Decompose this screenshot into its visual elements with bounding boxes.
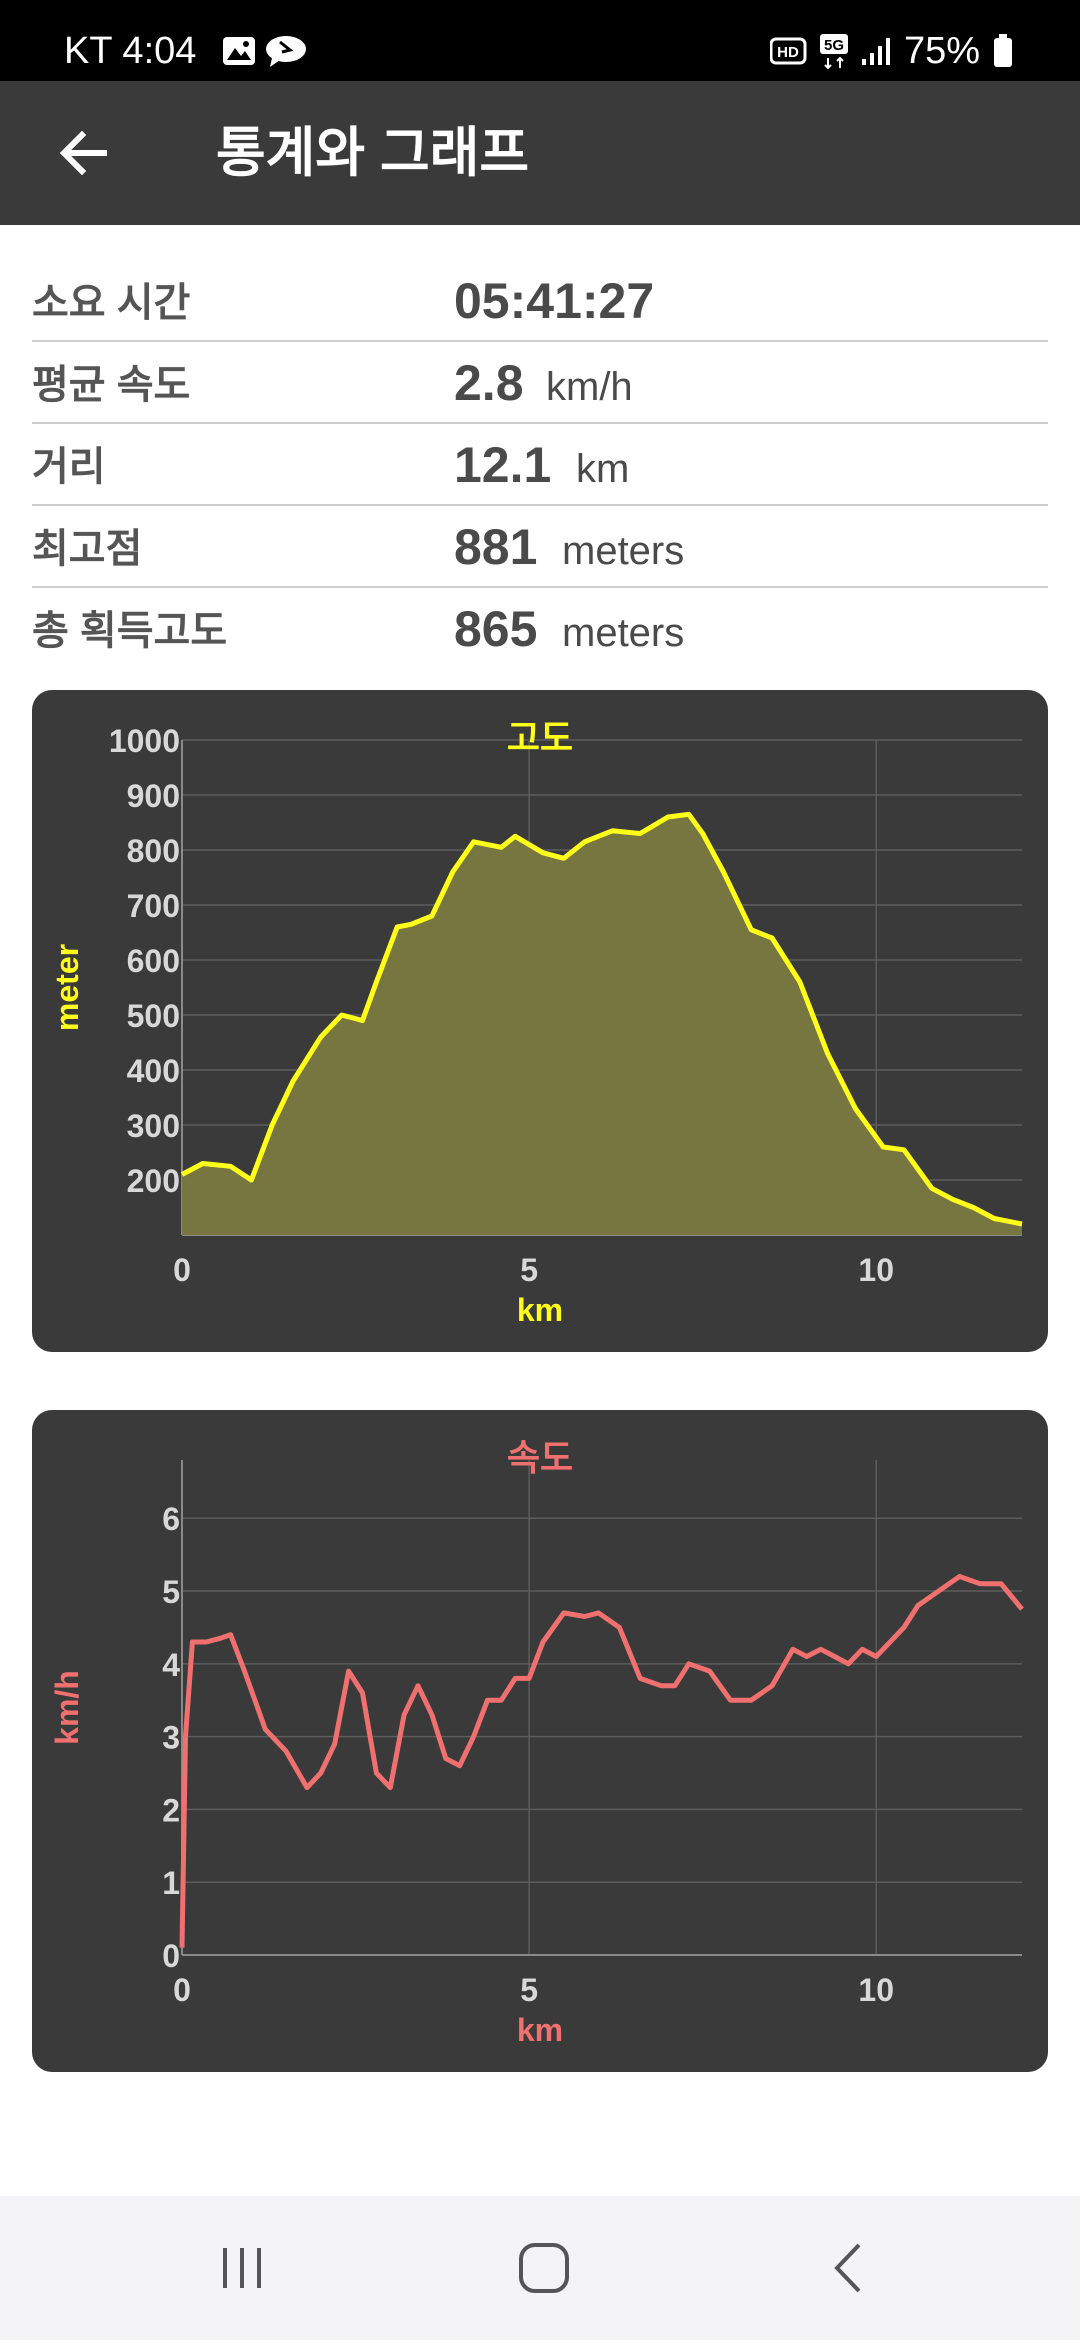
y-tick-label: 4 <box>162 1647 180 1683</box>
y-tick-label: 1 <box>162 1865 180 1901</box>
gallery-icon <box>222 28 256 74</box>
svg-text:HD: HD <box>777 44 799 61</box>
chart-title: 속도 <box>507 1437 573 1478</box>
stat-row-max-altitude: 최고점 881 meters <box>32 506 1048 588</box>
series-area <box>182 814 1022 1235</box>
y-tick-label: 3 <box>162 1720 180 1756</box>
speed-chart-card: 0 1 2 3 4 5 6 0 5 10 속도 km km/h <box>32 1410 1048 2072</box>
stats-table: 소요 시간 05:41:27 평균 속도 2.8 km/h 거리 12.1 km… <box>32 260 1048 668</box>
x-tick-label: 5 <box>520 1252 538 1288</box>
x-tick-label: 0 <box>173 1972 191 2008</box>
y-tick-label: 1000 <box>109 723 180 759</box>
y-axis-label: km/h <box>49 1670 85 1745</box>
stat-label: 최고점 <box>32 527 143 571</box>
y-tick-label: 2 <box>162 1792 180 1828</box>
y-tick-label: 800 <box>127 833 180 869</box>
stat-value: 881 <box>454 519 538 575</box>
stat-row-avg-speed: 평균 속도 2.8 km/h <box>32 342 1048 424</box>
x-tick-label: 10 <box>858 1252 894 1288</box>
recent-apps-button[interactable] <box>182 2228 302 2308</box>
message-bubble-icon <box>264 28 308 74</box>
y-tick-label: 200 <box>127 1163 180 1199</box>
y-tick-label: 900 <box>127 778 180 814</box>
altitude-chart: 200 300 400 500 600 700 800 900 1000 0 5 10 고도 km mete… <box>49 717 1023 1328</box>
status-time: KT 4:04 <box>64 30 197 72</box>
x-tick-label: 5 <box>520 1972 538 2008</box>
y-tick-label: 600 <box>127 943 180 979</box>
signal-strength-icon <box>860 28 896 74</box>
stat-value: 12.1 <box>454 437 552 493</box>
series-line <box>180 811 1023 1227</box>
back-button[interactable] <box>36 113 132 193</box>
home-icon <box>519 2243 569 2293</box>
stat-unit: km <box>576 447 630 491</box>
stat-unit: meters <box>562 611 685 655</box>
stat-label: 소요 시간 <box>32 281 191 325</box>
stat-row-distance: 거리 12.1 km <box>32 424 1048 506</box>
hd-voice-icon: HD <box>770 28 810 74</box>
altitude-chart-card: 200 300 400 500 600 700 800 900 1000 0 5 10 고도 km mete… <box>32 690 1048 1352</box>
back-nav-button[interactable] <box>788 2228 908 2308</box>
chevron-left-icon <box>834 2243 861 2293</box>
y-tick-label: 700 <box>127 888 180 924</box>
stat-label: 총 획득고도 <box>32 609 228 653</box>
navigation-bar <box>0 2196 1080 2340</box>
speed-chart: 0 1 2 3 4 5 6 0 5 10 속도 km km/h <box>49 1437 1024 2048</box>
y-tick-label: 0 <box>162 1938 180 1974</box>
stat-value: 865 <box>454 601 538 657</box>
stat-label: 평균 속도 <box>32 363 191 407</box>
recent-apps-icon <box>223 2248 261 2288</box>
x-axis-label: km <box>517 1292 563 1328</box>
y-axis-label: meter <box>49 944 85 1031</box>
chart-title: 고도 <box>507 717 573 758</box>
y-tick-label: 500 <box>127 998 180 1034</box>
series-line <box>179 1574 1024 1948</box>
x-tick-label: 10 <box>858 1972 894 2008</box>
y-tick-label: 5 <box>162 1574 180 1610</box>
arrow-left-icon <box>59 130 107 176</box>
stat-value: 2.8 <box>454 355 524 411</box>
stat-row-total-ascent: 총 획득고도 865 meters <box>32 588 1048 668</box>
y-tick-label: 6 <box>162 1501 180 1537</box>
stat-unit: meters <box>562 529 685 573</box>
svg-text:5G: 5G <box>824 37 844 54</box>
x-tick-label: 0 <box>173 1252 191 1288</box>
y-tick-label: 300 <box>127 1108 180 1144</box>
y-tick-label: 400 <box>127 1053 180 1089</box>
battery-icon <box>992 28 1014 74</box>
stat-unit: km/h <box>546 365 633 409</box>
app-bar: 통계와 그래프 <box>0 81 1080 225</box>
home-button[interactable] <box>484 2228 604 2308</box>
5g-network-icon: 5G <box>818 28 852 74</box>
x-axis-label: km <box>517 2012 563 2048</box>
status-bar: KT 4:04 HD 5G 75% <box>0 0 1080 81</box>
battery-percent: 75% <box>904 30 981 72</box>
page-title: 통계와 그래프 <box>216 123 530 183</box>
stat-label: 거리 <box>32 445 106 489</box>
stat-value: 05:41:27 <box>454 273 655 329</box>
stat-row-duration: 소요 시간 05:41:27 <box>32 260 1048 342</box>
